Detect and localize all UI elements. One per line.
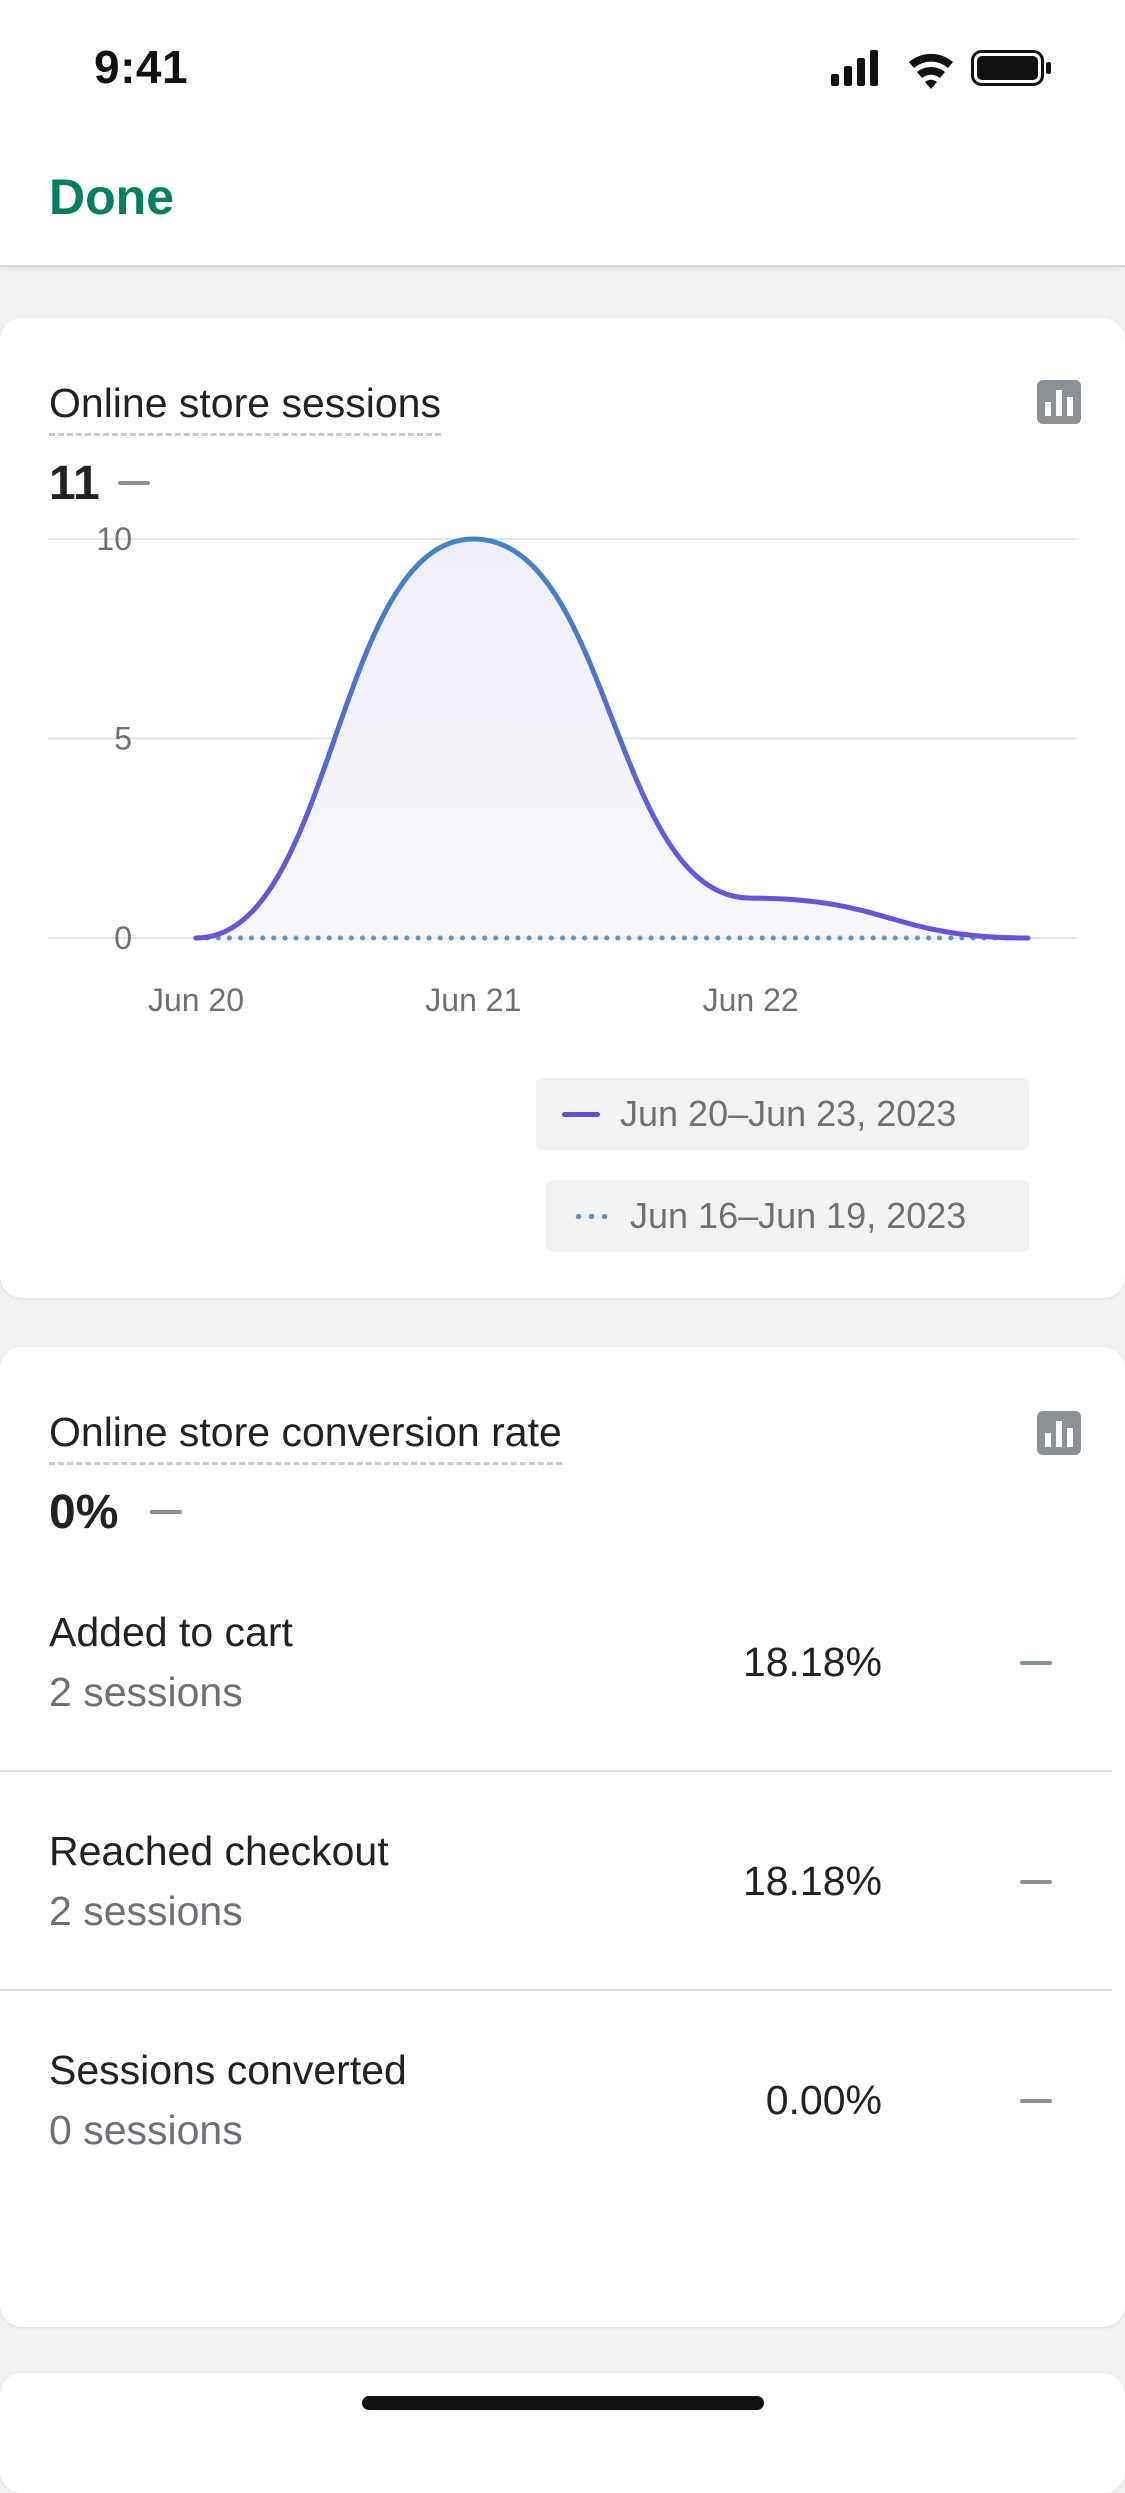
top-bar: 9:41 Done — [0, 0, 1125, 267]
sessions-chart: 10 5 0 Jun 20 Jun 21 Jun 22 — [48, 521, 1077, 1018]
report-icon[interactable] — [1037, 380, 1081, 424]
legend-solid-swatch — [562, 1111, 600, 1117]
legend-current-period[interactable]: Jun 20–Jun 23, 2023 — [536, 1078, 1029, 1150]
row-label: Sessions converted — [49, 2047, 407, 2093]
row-percent: 18.18% — [742, 1858, 882, 1904]
series-area-current — [196, 539, 1028, 938]
legend-previous-period[interactable]: Jun 16–Jun 19, 2023 — [546, 1180, 1029, 1252]
done-button[interactable]: Done — [49, 169, 174, 225]
x-tick-label: Jun 22 — [703, 982, 799, 1018]
legend-dotted-swatch — [572, 1213, 610, 1219]
row-label: Added to cart — [49, 1609, 293, 1655]
y-tick-label: 0 — [114, 920, 132, 956]
row-change-dash — [1020, 1661, 1052, 1665]
conversion-row-added-to-cart: Added to cart 2 sessions 18.18% — [0, 1609, 1112, 1809]
row-sub: 0 sessions — [49, 2107, 243, 2153]
conversion-row-reached-checkout: Reached checkout 2 sessions 18.18% — [0, 1828, 1112, 2028]
row-change-dash — [1020, 1880, 1052, 1884]
conversion-title[interactable]: Online store conversion rate — [49, 1409, 562, 1465]
conversion-value: 0% — [49, 1486, 119, 1539]
cellular-signal-icon — [831, 50, 878, 86]
wifi-icon — [909, 53, 953, 89]
sessions-card: Online store sessions 11 10 5 0 Jun 20 Jun 2… — [0, 318, 1125, 1298]
sessions-title[interactable]: Online store sessions — [49, 380, 441, 436]
x-tick-label: Jun 21 — [425, 982, 521, 1018]
battery-icon — [971, 50, 1051, 86]
legend-current-label: Jun 20–Jun 23, 2023 — [620, 1093, 957, 1134]
row-sub: 2 sessions — [49, 1888, 243, 1934]
status-time: 9:41 — [94, 41, 189, 93]
row-change-dash — [1020, 2099, 1052, 2103]
sessions-value: 11 — [49, 457, 100, 510]
conversion-change-dash — [150, 1510, 182, 1514]
row-label: Reached checkout — [49, 1828, 389, 1874]
series-line-current — [193, 536, 1031, 941]
row-divider — [0, 1770, 1112, 1772]
row-percent: 18.18% — [742, 1639, 882, 1685]
report-icon[interactable] — [1037, 1411, 1081, 1455]
y-tick-label: 5 — [114, 721, 132, 757]
row-percent: 0.00% — [765, 2077, 882, 2123]
sessions-change-dash — [118, 481, 150, 485]
status-icons — [831, 50, 1051, 89]
home-indicator[interactable] — [362, 2396, 764, 2410]
conversion-row-sessions-converted: Sessions converted 0 sessions 0.00% — [0, 2047, 1112, 2247]
next-card — [0, 2373, 1125, 2493]
legend-previous-label: Jun 16–Jun 19, 2023 — [630, 1195, 967, 1236]
x-tick-label: Jun 20 — [148, 982, 244, 1018]
row-divider — [0, 1989, 1112, 1991]
conversion-card: Online store conversion rate 0% Added to… — [0, 1347, 1125, 2327]
y-tick-label: 10 — [96, 521, 132, 557]
row-sub: 2 sessions — [49, 1669, 243, 1715]
